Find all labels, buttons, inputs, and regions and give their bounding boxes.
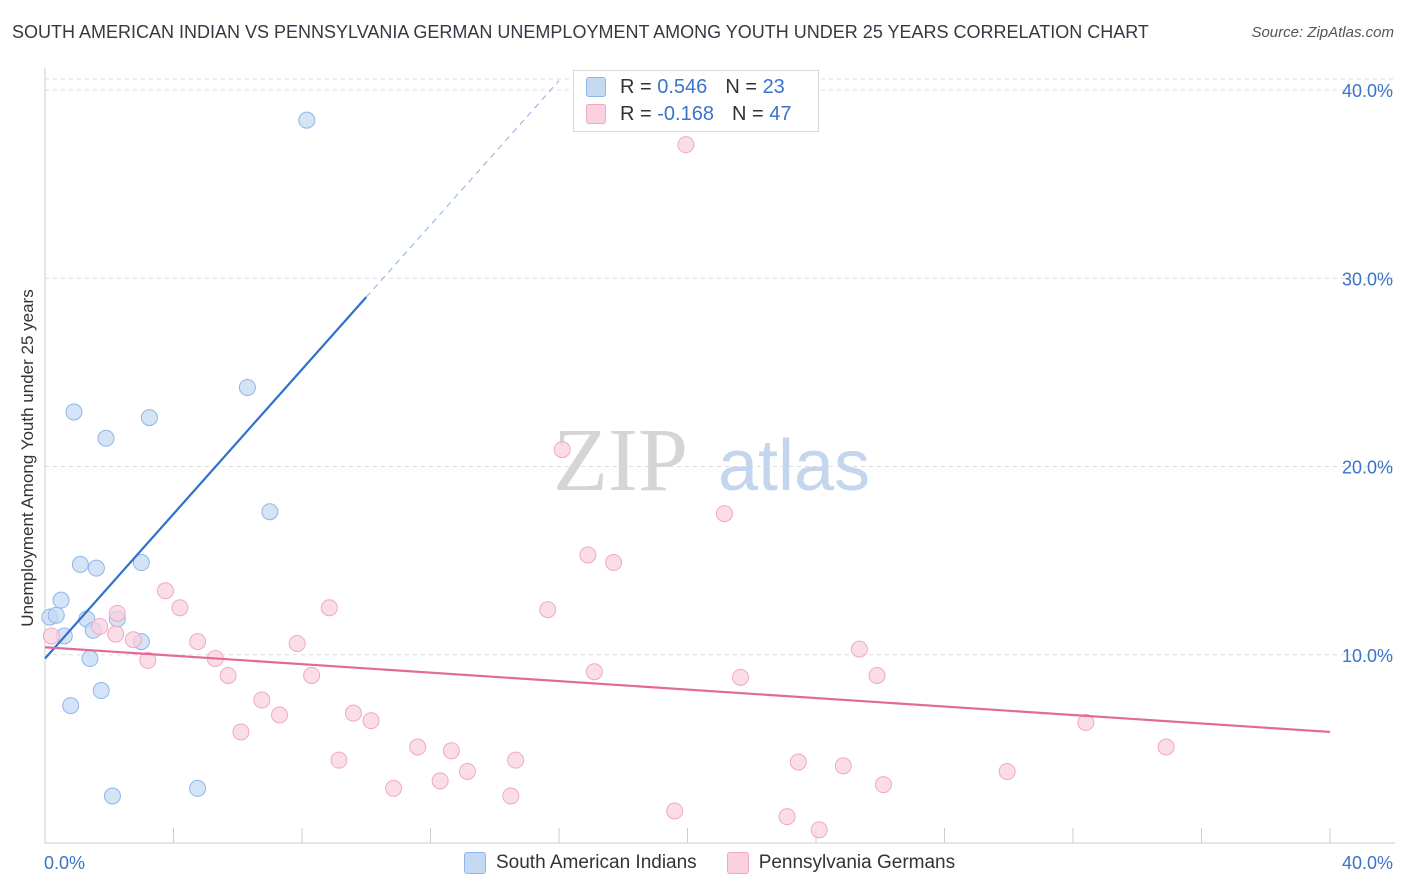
trend-extension-south-american-indians bbox=[365, 80, 560, 298]
series-legend: South American Indians Pennsylvania Germ… bbox=[464, 852, 985, 874]
point-pennsylvania-germans bbox=[91, 618, 109, 636]
point-pennsylvania-germans bbox=[171, 599, 189, 617]
y-tick-label: 30.0% bbox=[1342, 269, 1393, 289]
series-legend-item-south-american-indians: South American Indians bbox=[464, 852, 697, 874]
watermark-zip: ZIP bbox=[553, 411, 688, 510]
correlation-legend: R = 0.546 N = 23 R = -0.168 N = 47 bbox=[573, 70, 819, 132]
point-pennsylvania-germans bbox=[507, 751, 525, 769]
point-south-american-indians bbox=[62, 697, 80, 715]
point-pennsylvania-germans bbox=[139, 651, 157, 669]
point-pennsylvania-germans bbox=[585, 663, 603, 681]
point-pennsylvania-germans bbox=[232, 723, 250, 741]
point-pennsylvania-germans bbox=[715, 505, 733, 523]
watermark-atlas: atlas bbox=[718, 426, 870, 506]
x-tick-label: 0.0% bbox=[44, 853, 85, 873]
point-pennsylvania-germans bbox=[107, 625, 125, 643]
point-pennsylvania-germans bbox=[834, 757, 852, 775]
point-pennsylvania-germans bbox=[42, 627, 60, 645]
y-tick-label: 20.0% bbox=[1342, 458, 1393, 478]
trend-line-south-american-indians bbox=[44, 296, 368, 660]
point-pennsylvania-germans bbox=[458, 762, 476, 780]
point-pennsylvania-germans bbox=[124, 631, 142, 649]
point-south-american-indians bbox=[87, 559, 105, 577]
legend-n-value: 23 bbox=[762, 75, 785, 98]
point-pennsylvania-germans bbox=[778, 808, 796, 826]
series-legend-label: South American Indians bbox=[496, 852, 697, 873]
legend-swatch-blue bbox=[586, 77, 606, 97]
y-tick-label: 10.0% bbox=[1342, 646, 1393, 666]
point-pennsylvania-germans bbox=[271, 706, 289, 724]
legend-n-label: N = bbox=[725, 75, 757, 98]
point-pennsylvania-germans bbox=[539, 601, 557, 619]
point-pennsylvania-germans bbox=[431, 772, 449, 790]
point-pennsylvania-germans bbox=[666, 802, 684, 820]
point-pennsylvania-germans bbox=[288, 634, 306, 652]
point-south-american-indians bbox=[65, 403, 83, 421]
point-south-american-indians bbox=[103, 787, 121, 805]
series-swatch-blue bbox=[464, 852, 486, 874]
point-pennsylvania-germans bbox=[1077, 714, 1095, 732]
point-pennsylvania-germans bbox=[810, 821, 828, 839]
trend-line-pennsylvania-germans bbox=[44, 646, 1331, 734]
point-south-american-indians bbox=[71, 555, 89, 573]
legend-row-pennsylvania-germans: R = -0.168 N = 47 bbox=[586, 101, 791, 127]
point-pennsylvania-germans bbox=[789, 753, 807, 771]
point-pennsylvania-germans bbox=[362, 712, 380, 730]
source-label: Source: ZipAtlas.com bbox=[1251, 24, 1394, 41]
y-tick-label: 40.0% bbox=[1342, 81, 1393, 101]
series-legend-item-pennsylvania-germans: Pennsylvania Germans bbox=[726, 852, 956, 874]
point-south-american-indians bbox=[140, 409, 158, 427]
point-pennsylvania-germans bbox=[605, 554, 623, 572]
point-south-american-indians bbox=[298, 111, 316, 129]
point-south-american-indians bbox=[92, 682, 110, 700]
legend-r-label: R = bbox=[620, 102, 652, 125]
legend-n-value: 47 bbox=[769, 102, 792, 125]
point-south-american-indians bbox=[47, 606, 65, 624]
legend-r-value: 0.546 bbox=[657, 75, 708, 98]
point-pennsylvania-germans bbox=[344, 704, 362, 722]
point-south-american-indians bbox=[97, 429, 115, 447]
point-pennsylvania-germans bbox=[874, 776, 892, 794]
point-pennsylvania-germans bbox=[303, 666, 321, 684]
point-pennsylvania-germans bbox=[998, 762, 1016, 780]
legend-n-label: N = bbox=[731, 102, 764, 125]
point-pennsylvania-germans bbox=[108, 604, 126, 622]
point-pennsylvania-germans bbox=[732, 668, 750, 686]
series-legend-label: Pennsylvania Germans bbox=[758, 852, 956, 873]
point-pennsylvania-germans bbox=[330, 751, 348, 769]
point-pennsylvania-germans bbox=[677, 136, 695, 154]
point-pennsylvania-germans bbox=[253, 691, 271, 709]
point-pennsylvania-germans bbox=[409, 738, 427, 756]
legend-row-south-american-indians: R = 0.546 N = 23 bbox=[586, 74, 785, 100]
point-south-american-indians bbox=[261, 503, 279, 521]
legend-r-value: -0.168 bbox=[657, 102, 714, 125]
point-pennsylvania-germans bbox=[189, 633, 207, 651]
point-pennsylvania-germans bbox=[579, 546, 597, 564]
x-tick-label: 40.0% bbox=[1342, 853, 1393, 873]
point-pennsylvania-germans bbox=[385, 779, 403, 797]
series-swatch-pink bbox=[726, 852, 749, 874]
point-pennsylvania-germans bbox=[219, 666, 237, 684]
point-pennsylvania-germans bbox=[553, 441, 571, 459]
point-south-american-indians bbox=[189, 779, 207, 797]
point-pennsylvania-germans bbox=[442, 742, 460, 760]
point-south-american-indians bbox=[238, 378, 256, 396]
point-south-american-indians bbox=[52, 591, 70, 609]
point-pennsylvania-germans bbox=[502, 787, 520, 805]
point-pennsylvania-germans bbox=[868, 666, 886, 684]
point-pennsylvania-germans bbox=[156, 582, 174, 600]
legend-r-label: R = bbox=[620, 75, 652, 98]
point-south-american-indians bbox=[132, 554, 150, 572]
point-pennsylvania-germans bbox=[1157, 738, 1175, 756]
legend-swatch-pink bbox=[586, 104, 606, 124]
point-south-american-indians bbox=[81, 650, 99, 668]
point-pennsylvania-germans bbox=[320, 599, 338, 617]
point-pennsylvania-germans bbox=[850, 640, 868, 658]
chart-title: SOUTH AMERICAN INDIAN VS PENNSYLVANIA GE… bbox=[12, 22, 1149, 42]
